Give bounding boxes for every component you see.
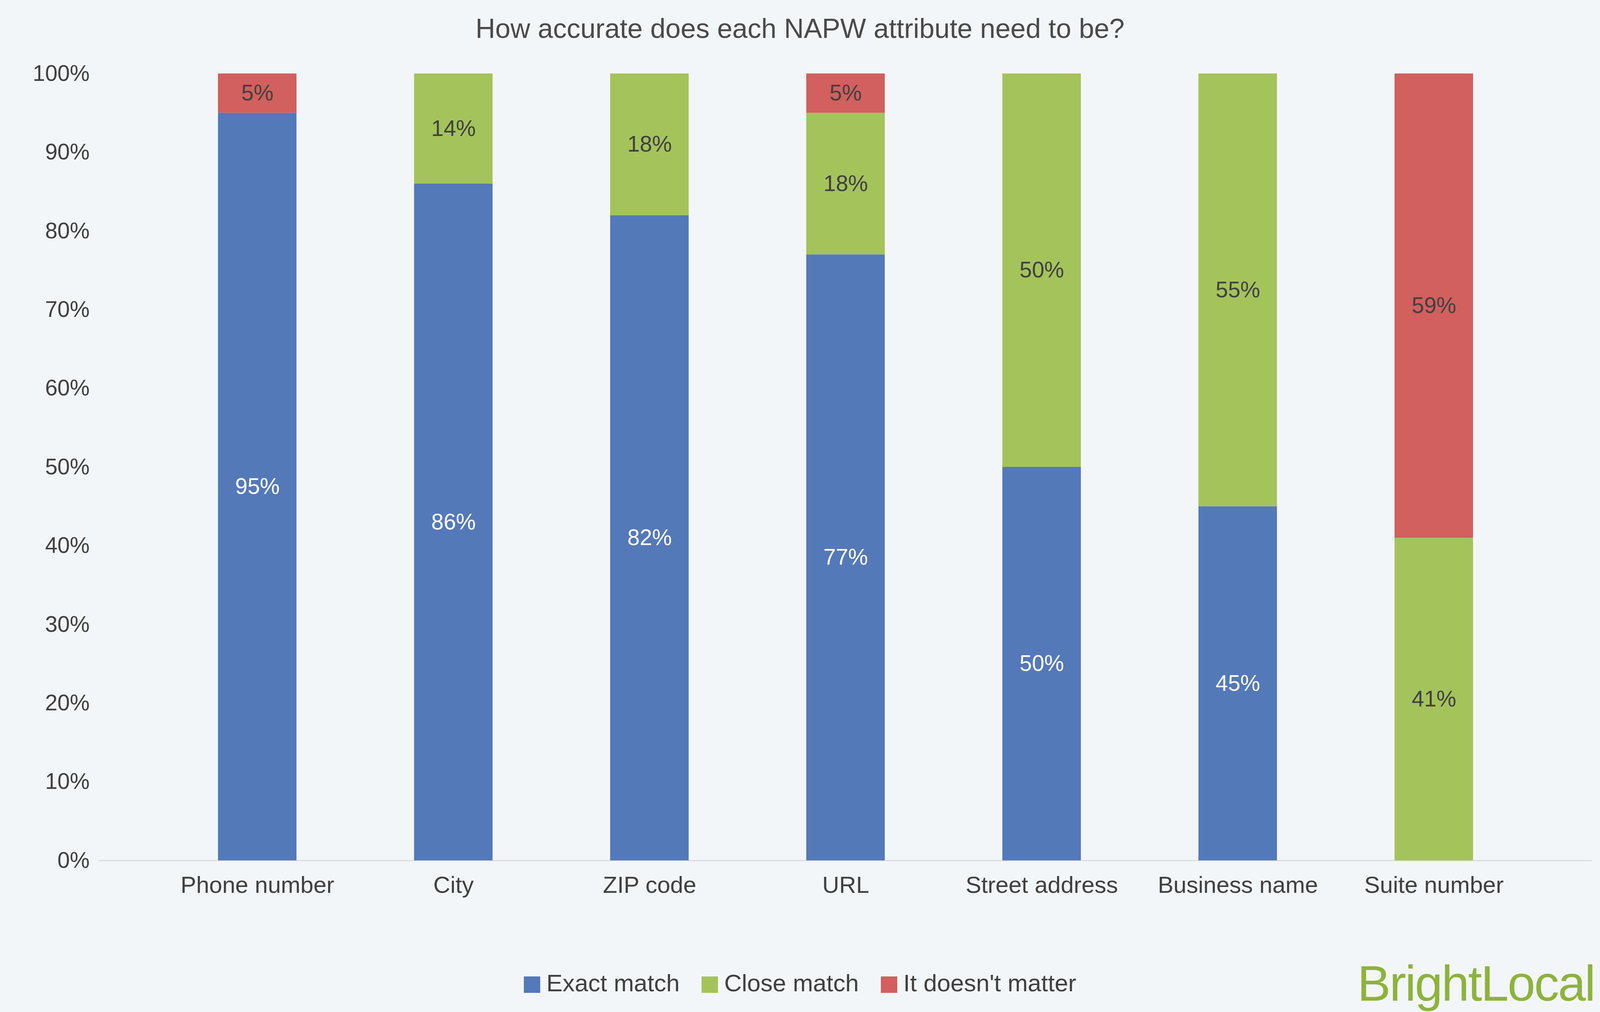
svg-text:50%: 50%: [1019, 650, 1065, 676]
svg-text:77%: 77%: [823, 544, 868, 570]
svg-text:90%: 90%: [44, 139, 90, 165]
svg-text:59%: 59%: [1411, 292, 1457, 318]
html-text:BrightLocal: BrightLocal: [1357, 955, 1595, 1011]
svg-text:60%: 60%: [44, 375, 90, 400]
svg-text:Phone number: Phone number: [180, 871, 335, 898]
svg-text:City: City: [433, 871, 474, 898]
svg-text:10%: 10%: [44, 768, 90, 794]
svg-text:5%: 5%: [829, 80, 862, 106]
svg-text:70%: 70%: [44, 296, 90, 322]
svg-text:30%: 30%: [44, 611, 90, 637]
svg-text:50%: 50%: [44, 453, 90, 479]
svg-text:95%: 95%: [235, 473, 280, 499]
svg-text:40%: 40%: [44, 532, 90, 558]
svg-text:41%: 41%: [1411, 685, 1457, 711]
svg-text:5%: 5%: [241, 80, 274, 106]
html-text:Exact match: Exact match: [546, 969, 680, 997]
svg-text:20%: 20%: [44, 689, 90, 715]
svg-text:Suite number: Suite number: [1364, 871, 1504, 898]
svg-text:82%: 82%: [627, 524, 672, 550]
svg-text:86%: 86%: [431, 508, 476, 534]
svg-text:45%: 45%: [1215, 670, 1261, 696]
svg-text:0%: 0%: [57, 847, 90, 873]
svg-text:Street address: Street address: [965, 871, 1118, 898]
svg-text:80%: 80%: [44, 217, 90, 243]
svg-text:50%: 50%: [1019, 257, 1065, 283]
svg-text:18%: 18%: [823, 170, 868, 196]
svg-text:Business name: Business name: [1157, 871, 1318, 898]
html-text:How accurate does each NAPW at: How accurate does each NAPW attribute ne…: [475, 13, 1125, 44]
svg-text:55%: 55%: [1215, 276, 1261, 302]
svg-text:14%: 14%: [431, 115, 476, 141]
svg-text:100%: 100%: [32, 60, 90, 86]
svg-text:18%: 18%: [627, 131, 672, 157]
svg-text:URL: URL: [822, 871, 870, 898]
html-text:Close match: Close match: [724, 969, 859, 997]
html-text:It doesn't matter: It doesn't matter: [903, 969, 1077, 997]
svg-text:ZIP code: ZIP code: [602, 871, 697, 898]
